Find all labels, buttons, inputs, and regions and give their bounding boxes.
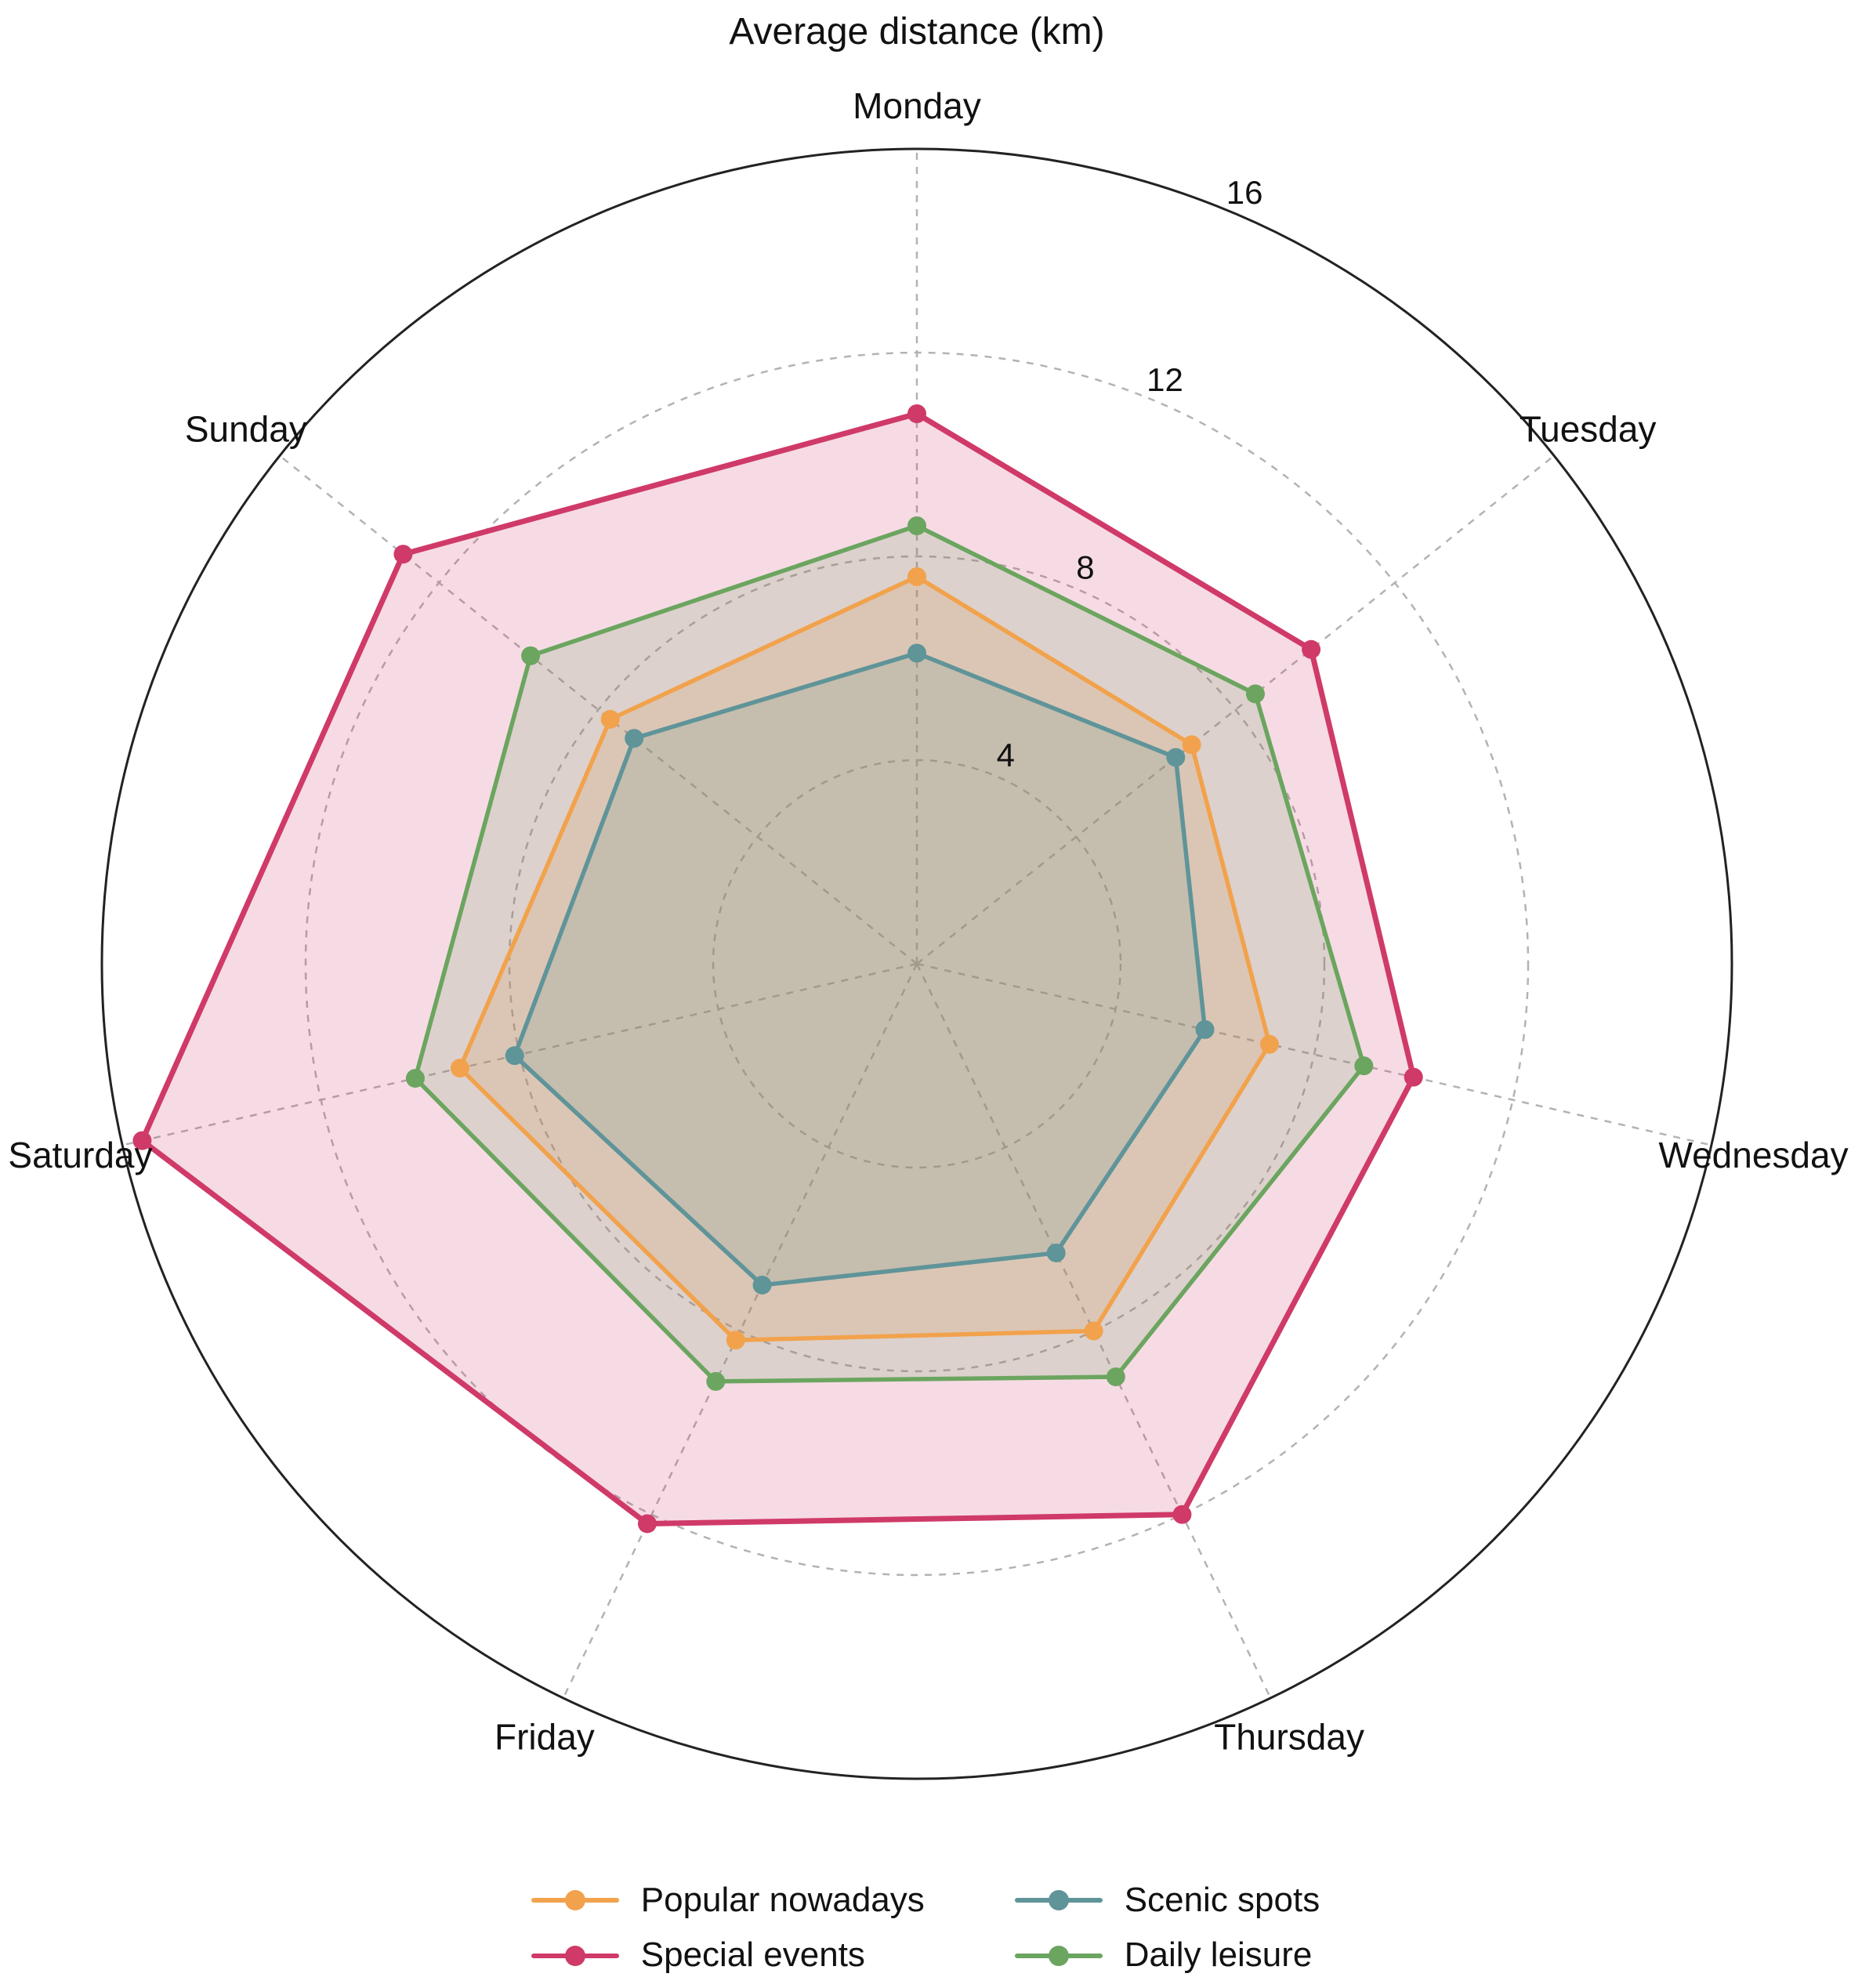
legend-marker-line — [1014, 1890, 1103, 1911]
legend-item-special-events: Special events — [531, 1935, 925, 1975]
chart-legend: Popular nowadays Special events Scenic s… — [531, 1881, 1320, 1975]
legend-marker-dot — [564, 1890, 585, 1911]
legend-marker-dot — [564, 1945, 585, 1966]
marker-popular-nowadays-wednesday — [1259, 1034, 1279, 1054]
legend-label: Popular nowadays — [640, 1880, 925, 1919]
marker-daily-leisure-thursday — [1106, 1367, 1125, 1387]
axis-label-wednesday: Wednesday — [1658, 1135, 1848, 1175]
series-line-daily-leisure — [413, 523, 1367, 1384]
legend-marker-line — [1014, 1945, 1103, 1966]
marker-scenic-spots-tuesday — [1166, 748, 1186, 767]
marker-daily-leisure-saturday — [405, 1069, 425, 1088]
spoke-tuesday — [916, 454, 1555, 965]
marker-scenic-spots-thursday — [1046, 1243, 1066, 1262]
legend-label: Daily leisure — [1124, 1935, 1313, 1975]
axis-label-saturday: Saturday — [8, 1135, 152, 1175]
axis-label-monday: Monday — [853, 85, 981, 126]
series-fill-popular-nowadays — [459, 577, 1270, 1341]
marker-popular-nowadays-friday — [726, 1331, 745, 1350]
grid-circle-8 — [508, 555, 1326, 1373]
legend-item-popular-nowadays: Popular nowadays — [531, 1881, 925, 1921]
axis-label-thursday: Thursday — [1214, 1717, 1364, 1758]
marker-popular-nowadays-monday — [907, 567, 926, 586]
tick-label-12: 12 — [1146, 361, 1183, 398]
marker-scenic-spots-monday — [907, 643, 926, 663]
axis-label-tuesday: Tuesday — [1520, 408, 1657, 449]
marker-special-events-monday — [907, 404, 926, 423]
marker-popular-nowadays-sunday — [600, 709, 620, 729]
series-line-scenic-spots — [512, 650, 1208, 1287]
spoke-wednesday — [916, 962, 1712, 1146]
outer-circle — [100, 147, 1733, 1780]
marker-popular-nowadays-tuesday — [1182, 735, 1201, 755]
marker-scenic-spots-sunday — [625, 729, 644, 748]
legend-label: Special events — [640, 1935, 865, 1975]
legend-column-2: Scenic spots Daily leisure — [1014, 1880, 1320, 1975]
spoke-friday — [562, 963, 918, 1699]
axis-label-sunday: Sunday — [185, 408, 307, 449]
legend-label: Scenic spots — [1124, 1880, 1320, 1919]
legend-item-scenic-spots: Scenic spots — [1014, 1880, 1320, 1921]
series-fill-scenic-spots — [514, 653, 1205, 1285]
marker-daily-leisure-friday — [706, 1371, 726, 1391]
spoke-sunday — [279, 454, 918, 965]
legend-marker-dot — [1048, 1890, 1069, 1911]
marker-scenic-spots-wednesday — [1195, 1019, 1215, 1039]
marker-special-events-friday — [637, 1514, 657, 1534]
series-line-popular-nowadays — [458, 574, 1272, 1342]
series-line-special-events — [139, 411, 1417, 1526]
marker-special-events-tuesday — [1302, 639, 1321, 659]
tick-label-4: 4 — [997, 737, 1015, 773]
legend-marker-dot — [1048, 1945, 1069, 1966]
marker-daily-leisure-wednesday — [1354, 1056, 1374, 1076]
legend-marker-line — [531, 1945, 619, 1966]
marker-popular-nowadays-saturday — [450, 1059, 469, 1078]
spoke-thursday — [915, 963, 1272, 1699]
legend-marker-line — [531, 1890, 619, 1911]
marker-daily-leisure-tuesday — [1245, 684, 1265, 704]
marker-popular-nowadays-thursday — [1084, 1321, 1103, 1341]
marker-daily-leisure-monday — [907, 516, 926, 535]
marker-special-events-thursday — [1172, 1505, 1192, 1524]
marker-scenic-spots-friday — [752, 1275, 772, 1295]
axis-label-friday: Friday — [494, 1717, 595, 1758]
marker-special-events-saturday — [132, 1131, 152, 1150]
tick-label-16: 16 — [1226, 174, 1263, 211]
series-fill-special-events — [142, 414, 1414, 1524]
marker-special-events-sunday — [393, 545, 413, 564]
marker-special-events-wednesday — [1404, 1067, 1423, 1087]
legend-item-daily-leisure: Daily leisure — [1014, 1935, 1320, 1975]
spoke-saturday — [121, 962, 918, 1146]
tick-label-8: 8 — [1076, 549, 1094, 585]
legend-column-1: Popular nowadays Special events — [531, 1881, 925, 1975]
marker-daily-leisure-sunday — [521, 646, 541, 665]
chart-title: Average distance (km) — [729, 11, 1104, 53]
marker-scenic-spots-saturday — [505, 1046, 524, 1066]
